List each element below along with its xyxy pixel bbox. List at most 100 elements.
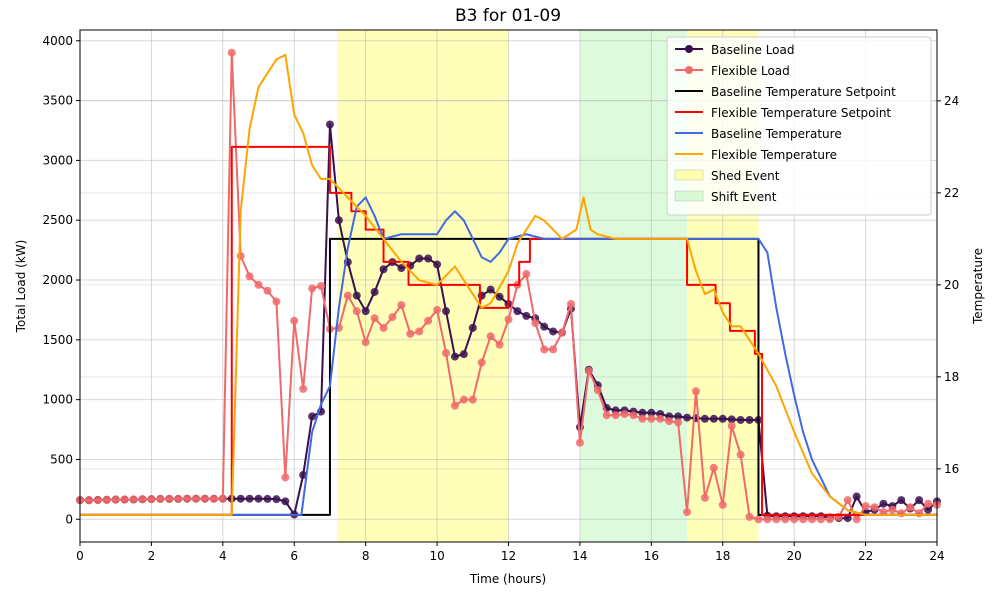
data-point	[450, 401, 459, 410]
data-point	[352, 291, 361, 300]
data-point	[174, 494, 183, 503]
data-point	[897, 509, 906, 518]
data-point	[245, 494, 254, 503]
legend-label: Baseline Temperature	[711, 127, 842, 141]
data-point	[772, 515, 781, 524]
data-point	[861, 502, 870, 511]
data-point	[84, 496, 93, 505]
data-point	[450, 352, 459, 361]
data-point	[656, 414, 665, 423]
data-point	[477, 358, 486, 367]
y-tick-label: 2500	[42, 213, 73, 227]
data-point	[611, 411, 620, 420]
chart-title: B3 for 01-09	[455, 6, 561, 26]
data-point	[468, 395, 477, 404]
y2-tick-label: 20	[944, 278, 959, 292]
data-point	[843, 496, 852, 505]
data-point	[736, 415, 745, 424]
data-point	[236, 252, 245, 261]
data-point	[343, 291, 352, 300]
data-point	[254, 494, 263, 503]
data-point	[442, 307, 451, 316]
data-point	[647, 414, 656, 423]
data-point	[754, 515, 763, 524]
data-point	[415, 327, 424, 336]
data-point	[334, 216, 343, 225]
data-point	[352, 307, 361, 316]
data-point	[459, 395, 468, 404]
data-point	[852, 515, 861, 524]
x-tick-label: 16	[644, 549, 659, 563]
data-point	[424, 316, 433, 325]
data-point	[468, 323, 477, 332]
data-point	[549, 327, 558, 336]
y2-tick-label: 24	[944, 94, 959, 108]
data-point	[638, 408, 647, 417]
data-point	[629, 411, 638, 420]
data-point	[361, 307, 370, 316]
data-point	[308, 284, 317, 293]
y-tick-label: 3500	[42, 94, 73, 108]
data-point	[558, 328, 567, 337]
data-point	[897, 496, 906, 505]
data-point	[299, 471, 308, 480]
data-point	[549, 345, 558, 354]
data-point	[138, 495, 147, 504]
data-point	[781, 515, 790, 524]
data-point	[245, 272, 254, 281]
data-point	[584, 366, 593, 375]
y-tick-label: 4000	[42, 34, 73, 48]
data-point	[308, 412, 317, 421]
data-point	[799, 515, 808, 524]
x-tick-label: 22	[858, 549, 873, 563]
data-point	[816, 515, 825, 524]
data-point	[566, 299, 575, 308]
data-point	[317, 282, 326, 290]
data-point	[120, 495, 129, 504]
data-point	[647, 408, 656, 417]
data-point	[370, 314, 379, 323]
data-point	[602, 411, 611, 420]
data-point	[227, 48, 236, 57]
data-point	[209, 494, 218, 503]
data-point	[406, 329, 415, 338]
data-point	[111, 495, 120, 504]
data-point	[924, 499, 933, 508]
data-point	[638, 414, 647, 423]
data-point	[924, 505, 933, 514]
data-point	[424, 254, 433, 263]
data-point	[674, 412, 683, 421]
data-point	[674, 418, 683, 427]
y2-tick-label: 18	[944, 370, 959, 384]
data-point	[299, 384, 308, 393]
y-tick-label: 0	[65, 512, 73, 526]
data-point	[156, 494, 165, 503]
series-line	[80, 196, 937, 516]
legend-swatch	[674, 169, 704, 181]
data-point	[370, 287, 379, 296]
data-point	[93, 496, 102, 505]
data-point	[808, 515, 817, 524]
data-point	[361, 338, 370, 347]
data-point	[513, 307, 522, 316]
data-point	[683, 508, 692, 517]
data-point	[415, 254, 424, 263]
legend-label: Shed Event	[711, 169, 780, 183]
data-point	[379, 323, 388, 332]
data-point	[879, 499, 888, 508]
data-point	[290, 316, 299, 325]
data-point	[272, 297, 281, 306]
data-point	[825, 515, 834, 524]
data-point	[843, 514, 852, 523]
data-point	[442, 348, 451, 357]
x-tick-label: 20	[787, 549, 802, 563]
data-point	[727, 421, 736, 430]
data-point	[495, 292, 504, 301]
data-point	[459, 350, 468, 359]
data-point	[433, 305, 442, 314]
data-point	[620, 410, 629, 418]
data-point	[522, 311, 531, 320]
legend-label: Shift Event	[711, 190, 777, 204]
data-point	[906, 503, 915, 512]
